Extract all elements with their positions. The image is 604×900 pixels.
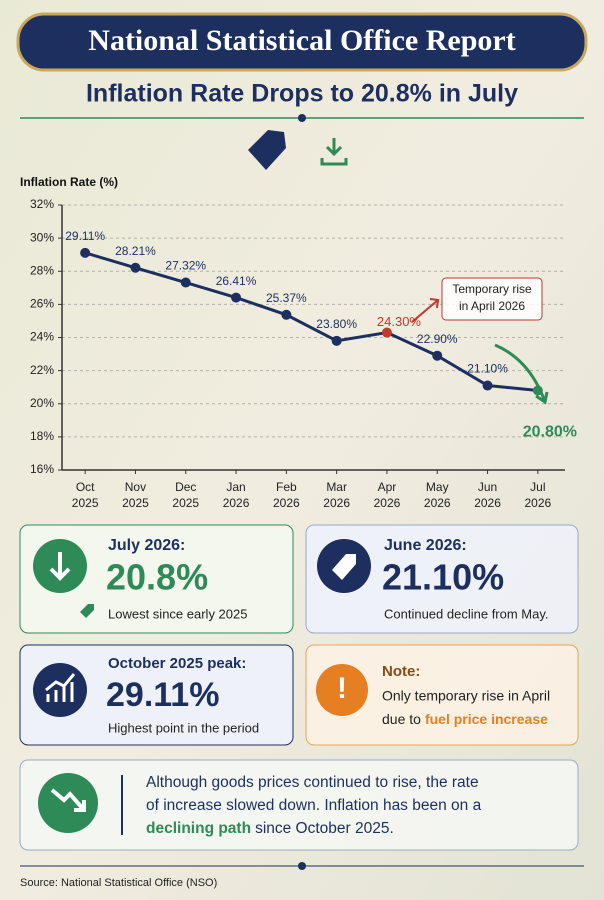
point: [381, 327, 392, 338]
tag-icon: [332, 554, 356, 580]
y-tick-label: 32%: [30, 197, 54, 211]
trend-down-icon: [50, 788, 86, 812]
annotation-arrow: [411, 298, 440, 323]
card-heading: July 2026:: [108, 537, 185, 554]
y-tick-label: 22%: [30, 363, 54, 377]
card-heading: October 2025 peak:: [108, 655, 246, 672]
y-tick-label: 26%: [30, 297, 54, 311]
chart-icon: [45, 673, 76, 702]
x-tick-label: Apr 2026: [374, 480, 401, 510]
x-tick-label: Jan 2026: [223, 480, 250, 510]
x-tick-label: Jun 2026: [474, 480, 501, 510]
summary-tail: since October 2025.: [255, 820, 394, 837]
trend-arrow: [494, 343, 549, 405]
y-tick-label: 24%: [30, 330, 54, 344]
divider-dot: [298, 114, 306, 122]
card-heading: June 2026:: [384, 537, 467, 554]
card-note: Highest point in the period: [108, 720, 259, 735]
summary-line: of increase slowed down. Inflation has b…: [146, 797, 482, 814]
card-note: Lowest since early 2025: [108, 606, 247, 621]
card: [305, 524, 579, 634]
download-icon: [320, 138, 348, 166]
x-tick-label: Jul 2026: [524, 480, 551, 510]
note-line: due to fuel price increase: [382, 711, 548, 727]
line: [84, 251, 538, 392]
point: [482, 380, 493, 391]
warning-icon: !: [337, 672, 347, 705]
note-highlight: fuel price increase: [425, 711, 548, 727]
subtitle: Inflation Rate Drops to 20.8% in July: [86, 80, 518, 108]
card-icon: [316, 664, 368, 716]
y-tick-label: 30%: [30, 230, 54, 244]
card: [305, 644, 579, 746]
value-label: 28.21%: [115, 244, 156, 258]
value-label: 21.10%: [467, 362, 508, 376]
y-tick-label: 28%: [30, 263, 54, 277]
x-tick-label: Dec 2025: [172, 480, 199, 510]
card: [19, 644, 294, 746]
summary-card: [19, 759, 579, 851]
point: [231, 292, 242, 303]
value-label: 22.90%: [417, 332, 458, 346]
note-heading: Note:: [382, 663, 420, 680]
y-tick-label: 18%: [30, 429, 54, 443]
annotation-box: [441, 277, 543, 321]
chart: Inflation Rate (%) 16% 18% 20% 22% 24% 26% 28%…: [20, 175, 577, 510]
summary-line: Although goods prices continued to rise,…: [146, 774, 479, 791]
tag-icon: [248, 130, 286, 170]
value-label: 20.80%: [523, 424, 577, 441]
point: [130, 262, 141, 273]
title: National Statistical Office Report: [88, 24, 515, 57]
title-banner: [16, 12, 588, 72]
point: [331, 335, 342, 346]
value-label: 27.32%: [165, 259, 206, 273]
note-line: Only temporary rise in April: [382, 688, 550, 704]
source: Source: National Statistical Office (NSO…: [20, 877, 217, 889]
point: [432, 350, 443, 361]
point: [281, 309, 292, 320]
summary-line: declining path since October 2025.: [146, 820, 394, 837]
y-tick-label: 16%: [30, 462, 54, 476]
y-tick-label: 20%: [30, 396, 54, 410]
value-label: 26.41%: [216, 274, 257, 288]
point: [180, 277, 191, 288]
divider-dot: [298, 862, 306, 870]
down-arrow-icon: [49, 552, 71, 581]
value-label: 25.37%: [266, 291, 307, 305]
annotation: Temporary rise: [452, 282, 532, 296]
card-value: 21.10%: [382, 557, 504, 598]
summary-icon: [38, 773, 98, 833]
value-label: 29.11%: [65, 229, 105, 243]
card-value: 20.8%: [106, 557, 208, 598]
summary-highlight: declining path: [146, 820, 251, 837]
card-icon: [33, 663, 87, 717]
value-label: 23.80%: [316, 317, 357, 331]
x-tick-label: Mar 2026: [323, 480, 350, 510]
note-line: due to: [382, 711, 421, 727]
x-tick-label: Feb 2026: [273, 480, 300, 510]
annotation: in April 2026: [459, 299, 525, 313]
value-label: 24.30%: [377, 314, 422, 329]
x-tick-label: Oct 2025: [72, 480, 99, 510]
y-axis-label: Inflation Rate (%): [20, 175, 118, 189]
card-value: 29.11%: [106, 676, 219, 714]
card-note: Continued decline from May.: [384, 606, 549, 621]
x-tick-label: May 2026: [424, 480, 451, 510]
x-tick-label: Nov 2025: [122, 480, 149, 510]
point: [80, 247, 91, 258]
tag-icon: [80, 604, 94, 618]
